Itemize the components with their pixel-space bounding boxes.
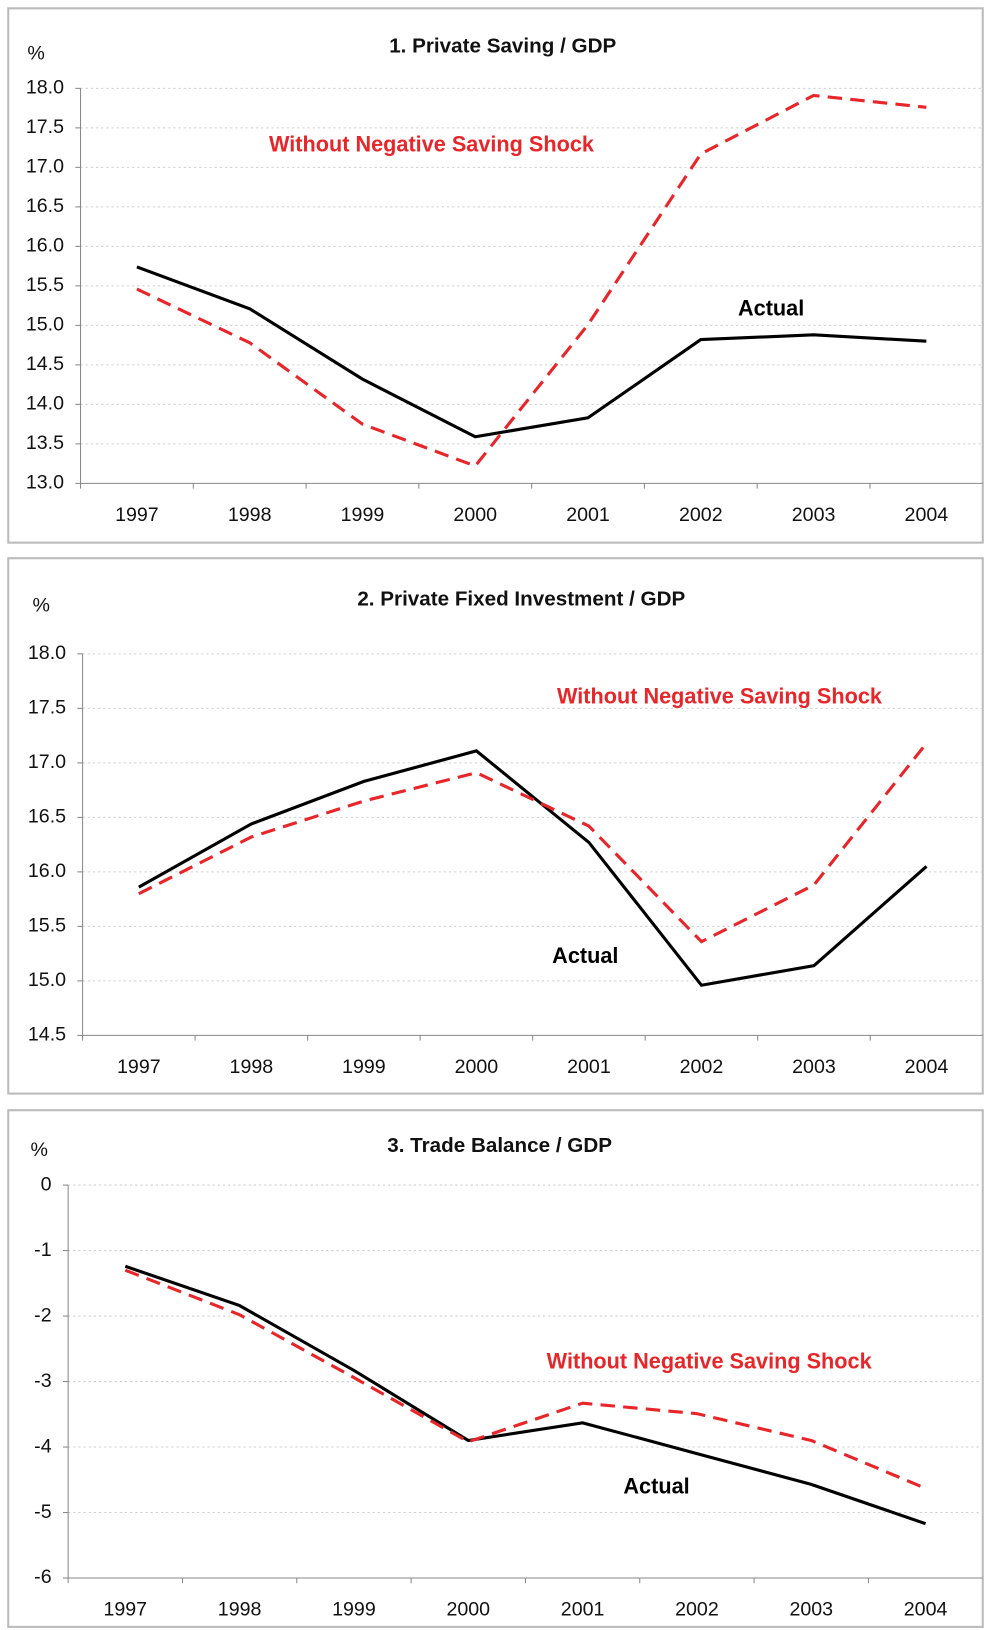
x-tick-label: 1998 xyxy=(218,1598,262,1620)
y-tick-label: 17.0 xyxy=(26,156,64,178)
x-tick-label: 1997 xyxy=(117,1056,161,1078)
y-tick-label: -3 xyxy=(34,1370,51,1392)
x-tick-label: 2003 xyxy=(792,1056,836,1078)
series-annotation: Actual xyxy=(623,1473,689,1498)
y-tick-label: 16.5 xyxy=(28,806,66,828)
x-tick-label: 2004 xyxy=(905,1056,949,1078)
series-annotation: Actual xyxy=(738,295,804,320)
x-tick-label: 2002 xyxy=(675,1598,719,1620)
y-tick-label: 18.0 xyxy=(28,642,66,664)
x-tick-label: 1998 xyxy=(228,504,272,526)
data-line xyxy=(138,749,928,987)
x-tick-label: 1997 xyxy=(115,504,159,526)
y-tick-label: 17.0 xyxy=(28,751,66,773)
series-annotation: Actual xyxy=(552,943,618,968)
y-tick-label: 13.0 xyxy=(26,472,64,494)
panel-border xyxy=(7,1109,984,1628)
data-line xyxy=(136,93,927,468)
y-tick-label: -4 xyxy=(34,1435,51,1457)
y-tick-label: -2 xyxy=(34,1304,51,1326)
y-tick-label: 16.5 xyxy=(26,195,64,217)
data-line xyxy=(124,1268,927,1490)
x-tick-label: 2002 xyxy=(680,1056,724,1078)
x-tick-label: 2004 xyxy=(904,1598,948,1620)
y-tick-label: 15.5 xyxy=(26,274,64,296)
y-tick-label: 14.5 xyxy=(28,1024,66,1046)
x-tick-label: 1999 xyxy=(342,1056,386,1078)
chart-title: 2. Private Fixed Investment / GDP xyxy=(357,587,685,610)
data-line xyxy=(136,265,927,439)
panel-border xyxy=(7,7,984,544)
y-tick-label: 16.0 xyxy=(26,235,64,257)
series-annotation: Without Negative Saving Shock xyxy=(557,683,883,708)
y-tick-label: 15.5 xyxy=(28,915,66,937)
data-line xyxy=(124,1264,927,1526)
x-tick-label: 2000 xyxy=(453,504,497,526)
x-tick-label: 2001 xyxy=(567,1056,611,1078)
x-tick-label: 2002 xyxy=(679,504,723,526)
y-axis-label: % xyxy=(33,594,50,616)
chart-title: 3. Trade Balance / GDP xyxy=(387,1134,612,1157)
y-tick-label: 18.0 xyxy=(26,77,64,99)
panel-border xyxy=(7,557,984,1095)
y-tick-label: 14.0 xyxy=(26,393,64,415)
y-tick-label: 17.5 xyxy=(28,697,66,719)
y-axis-label: % xyxy=(31,1139,48,1161)
y-tick-label: -6 xyxy=(34,1566,51,1588)
x-tick-label: 2000 xyxy=(446,1598,490,1620)
x-tick-label: 1997 xyxy=(103,1598,147,1620)
data-line xyxy=(138,742,928,944)
y-axis-label: % xyxy=(27,42,44,64)
y-tick-label: -1 xyxy=(34,1239,51,1261)
y-tick-label: -5 xyxy=(34,1501,51,1523)
x-tick-label: 2001 xyxy=(566,504,610,526)
series-annotation: Without Negative Saving Shock xyxy=(547,1349,873,1374)
y-tick-label: 15.0 xyxy=(26,314,64,336)
x-tick-label: 2000 xyxy=(455,1056,499,1078)
y-tick-label: 16.0 xyxy=(28,860,66,882)
x-tick-label: 2003 xyxy=(792,504,836,526)
x-tick-label: 1999 xyxy=(341,504,385,526)
y-tick-label: 15.0 xyxy=(28,969,66,991)
chart-title: 1. Private Saving / GDP xyxy=(389,34,616,57)
y-tick-label: 14.5 xyxy=(26,353,64,375)
x-tick-label: 1999 xyxy=(332,1598,376,1620)
y-tick-label: 17.5 xyxy=(26,116,64,138)
x-tick-label: 1998 xyxy=(230,1056,274,1078)
y-tick-label: 0 xyxy=(41,1173,52,1195)
series-annotation: Without Negative Saving Shock xyxy=(269,131,595,156)
x-tick-label: 2001 xyxy=(561,1598,605,1620)
x-tick-label: 2003 xyxy=(789,1598,833,1620)
x-tick-label: 2004 xyxy=(905,504,949,526)
y-tick-label: 13.5 xyxy=(26,432,64,454)
